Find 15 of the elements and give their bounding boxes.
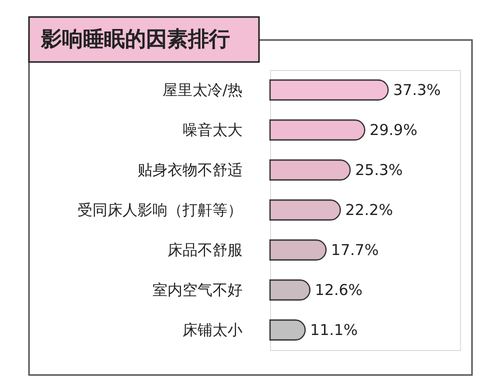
y-tick-label: 室内空气不好	[152, 281, 242, 299]
data-label: 11.1%	[310, 321, 358, 339]
data-label: 12.6%	[314, 281, 363, 299]
y-tick-label: 噪音太大	[182, 121, 242, 139]
data-label: 25.3%	[355, 161, 403, 179]
y-tick-label: 床铺太小	[182, 321, 242, 339]
chart-title: 影响睡眠的因素排行	[40, 27, 230, 51]
y-tick-label: 床品不舒服	[168, 241, 242, 259]
data-label: 17.7%	[331, 241, 379, 259]
data-label: 29.9%	[370, 121, 418, 139]
data-label: 37.3%	[393, 81, 441, 99]
y-tick-label: 屋里太冷/热	[162, 81, 242, 99]
y-tick-label: 受同床人影响（打鼾等）	[78, 201, 242, 219]
y-tick-label: 贴身衣物不舒适	[138, 161, 242, 179]
data-label: 22.2%	[345, 201, 393, 219]
